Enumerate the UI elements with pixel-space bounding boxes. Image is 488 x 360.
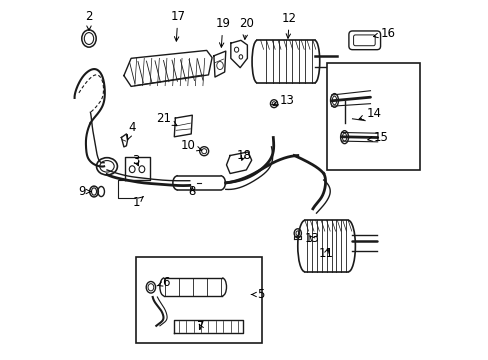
- Text: 1: 1: [132, 196, 143, 209]
- Text: 15: 15: [367, 131, 388, 144]
- Bar: [326, 63, 419, 170]
- Text: 17: 17: [170, 10, 185, 41]
- Text: 5: 5: [251, 288, 264, 301]
- Bar: [136, 257, 261, 343]
- Text: 21: 21: [155, 112, 177, 126]
- Text: 16: 16: [373, 27, 395, 40]
- Text: 10: 10: [181, 139, 201, 152]
- Text: 8: 8: [188, 185, 196, 198]
- Text: 13: 13: [273, 94, 294, 107]
- Text: 9: 9: [78, 185, 91, 198]
- Text: 4: 4: [127, 121, 136, 140]
- Text: 14: 14: [358, 107, 381, 120]
- Text: 19: 19: [215, 17, 230, 47]
- Text: 12: 12: [282, 12, 296, 38]
- Text: 6: 6: [157, 276, 169, 289]
- Text: 11: 11: [319, 247, 333, 260]
- Text: 13: 13: [304, 232, 319, 245]
- Text: 20: 20: [238, 17, 253, 39]
- Text: 7: 7: [197, 320, 204, 333]
- Text: 3: 3: [132, 154, 139, 167]
- Text: 18: 18: [236, 149, 251, 162]
- Text: 2: 2: [85, 10, 93, 30]
